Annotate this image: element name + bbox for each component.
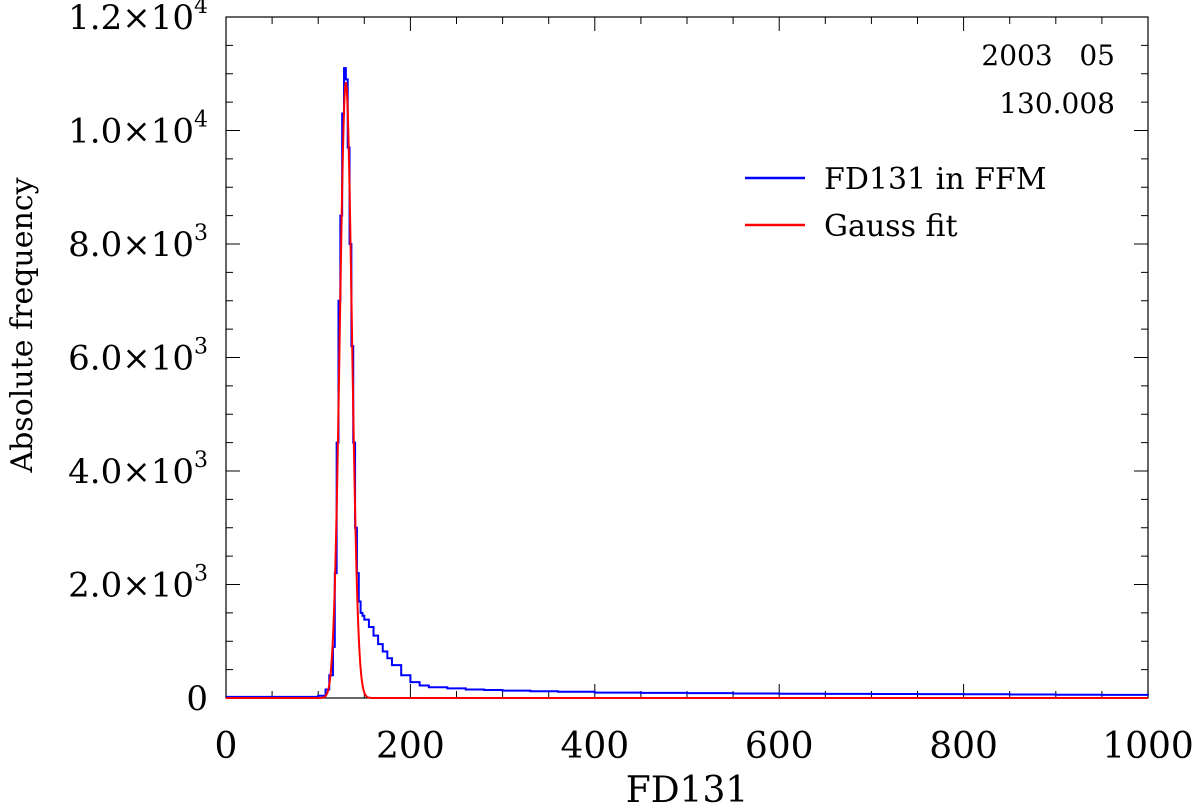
annotation-mean: 130.008 — [999, 87, 1115, 120]
y-tick-label: 1.2×104 — [68, 0, 208, 38]
legend: FD131 in FFM Gauss fit — [745, 162, 1046, 244]
x-tick-labels: 0 200 400 600 800 1000 — [215, 726, 1194, 767]
x-tick-label: 400 — [560, 726, 629, 767]
y-tick-label: 4.0×103 — [68, 448, 208, 492]
annotation-date: 2003 05 — [981, 39, 1115, 72]
legend-label-fd131: FD131 in FFM — [824, 162, 1046, 197]
y-tick-label: 8.0×103 — [68, 221, 208, 265]
y-tick-label: 0 — [186, 679, 208, 719]
x-tick-label: 0 — [215, 726, 238, 767]
x-axis-title: FD131 — [626, 770, 749, 811]
x-tick-label: 600 — [745, 726, 814, 767]
y-tick-label: 2.0×103 — [68, 562, 208, 606]
y-tick-label: 6.0×103 — [68, 335, 208, 379]
y-tick-labels: 0 2.0×103 4.0×103 6.0×103 8.0×103 1.0×104 1.2×… — [68, 0, 208, 719]
series-gauss-fit — [226, 82, 1148, 699]
legend-label-gauss: Gauss fit — [824, 209, 958, 244]
x-tick-label: 200 — [376, 726, 445, 767]
x-tick-label: 800 — [929, 726, 998, 767]
series-layer — [226, 67, 1149, 699]
x-tick-label: 1000 — [1102, 726, 1194, 767]
y-axis-title: Absolute frequency — [5, 177, 40, 473]
y-tick-label: 1.0×104 — [68, 108, 208, 152]
